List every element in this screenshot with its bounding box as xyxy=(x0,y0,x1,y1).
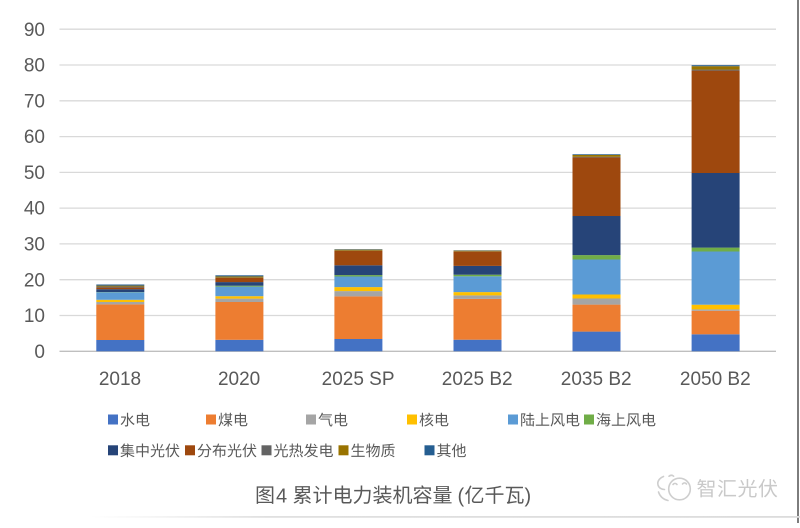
svg-text:2035 B2: 2035 B2 xyxy=(561,369,632,390)
svg-text:80: 80 xyxy=(24,56,45,77)
svg-text:2020: 2020 xyxy=(218,369,260,390)
svg-text:10: 10 xyxy=(24,306,45,327)
svg-text:70: 70 xyxy=(24,91,45,112)
svg-text:2018: 2018 xyxy=(99,369,141,390)
svg-text:50: 50 xyxy=(24,163,45,184)
svg-text:30: 30 xyxy=(24,235,45,256)
svg-text:0: 0 xyxy=(34,342,45,363)
svg-text:60: 60 xyxy=(24,127,45,148)
svg-text:2025 B2: 2025 B2 xyxy=(442,369,513,390)
svg-text:(: ( xyxy=(458,485,465,507)
svg-text:2050 B2: 2050 B2 xyxy=(680,369,751,390)
svg-text:4: 4 xyxy=(276,485,287,507)
svg-text:20: 20 xyxy=(24,270,45,291)
svg-text:90: 90 xyxy=(24,20,45,41)
svg-text:2025 SP: 2025 SP xyxy=(322,369,395,390)
svg-text:): ) xyxy=(525,485,532,507)
svg-text:40: 40 xyxy=(24,199,45,220)
